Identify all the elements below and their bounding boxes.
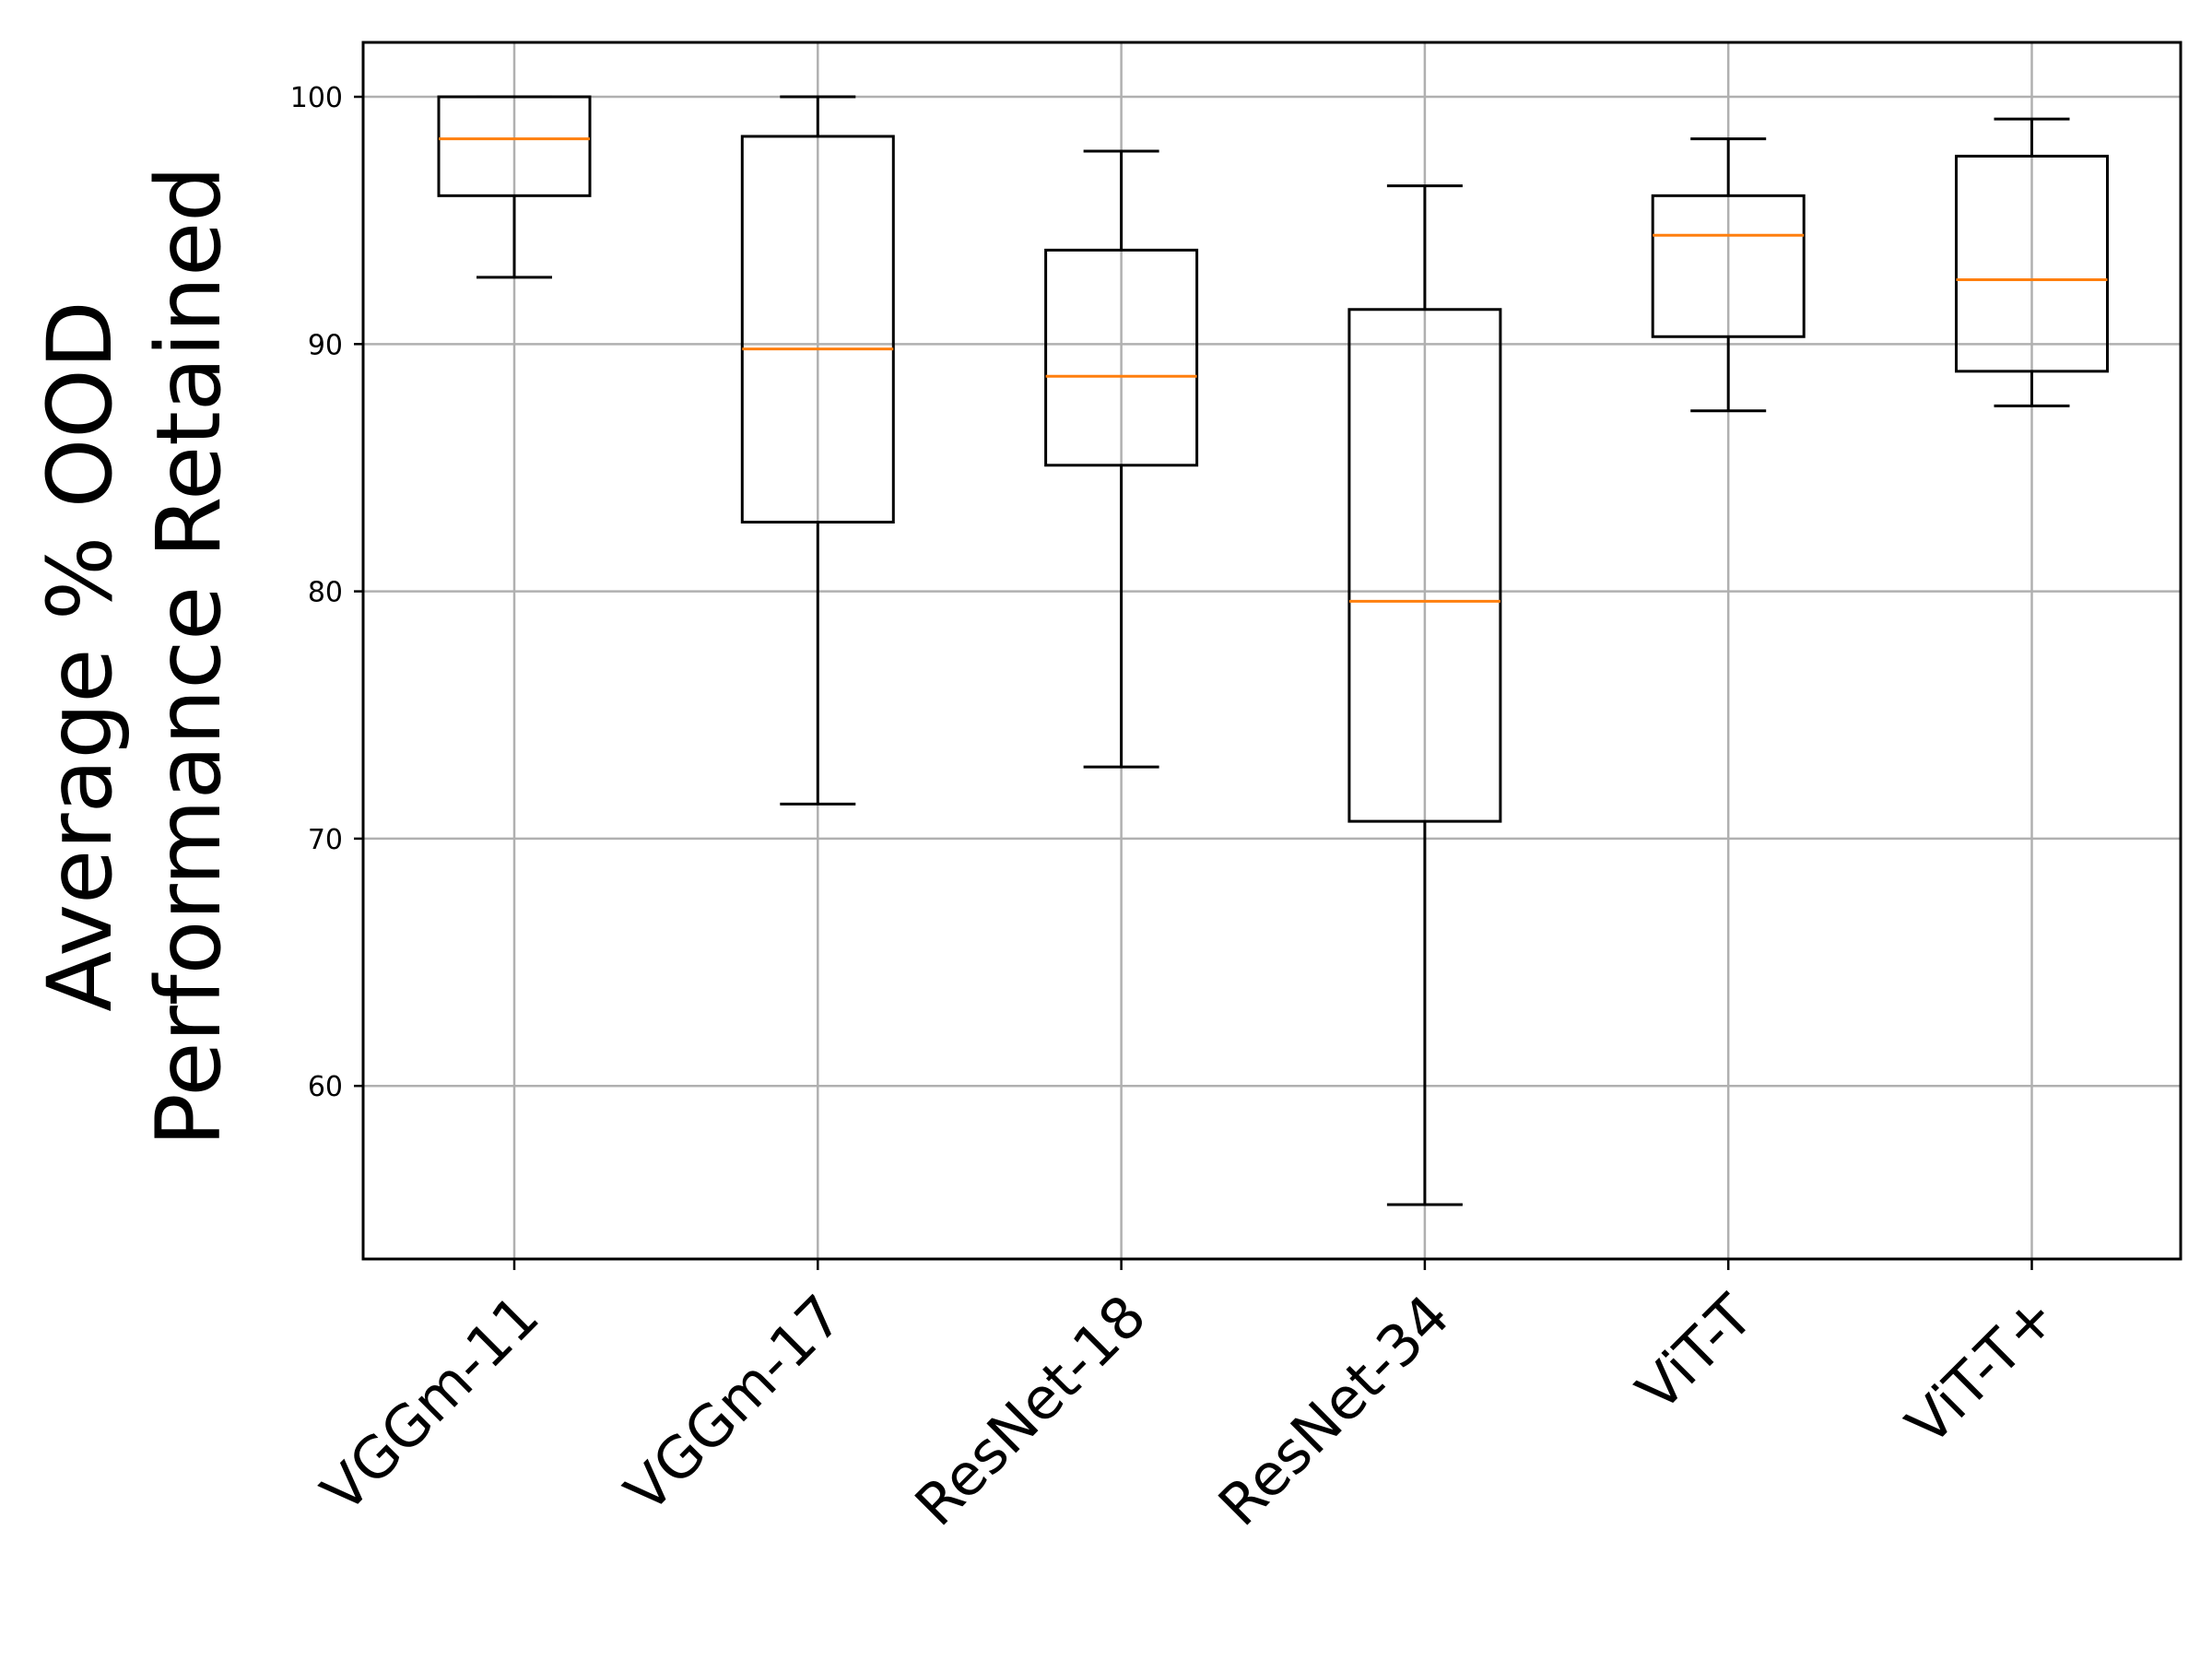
iqr-box bbox=[437, 95, 592, 197]
x-axis-ticks: VGGm-11 VGGm-17 ResNet-18 ResNet-34 ViT-T ViT… bbox=[309, 1259, 2069, 1538]
y-axis-ticks: 60 70 80 90 100 bbox=[290, 82, 363, 1103]
box-group bbox=[1651, 137, 1806, 413]
x-category-label: ViT-T+ bbox=[1893, 1282, 2069, 1458]
box-layer bbox=[437, 95, 2109, 1206]
box-group bbox=[740, 95, 895, 806]
y-tick-label: 80 bbox=[308, 577, 343, 609]
x-category-label: ViT-T bbox=[1624, 1281, 1767, 1424]
y-tick-label: 60 bbox=[308, 1071, 343, 1103]
box-group bbox=[1955, 117, 2109, 407]
y-tick-label: 70 bbox=[308, 824, 343, 856]
iqr-box bbox=[1044, 248, 1199, 467]
box-group bbox=[1044, 149, 1199, 769]
x-category-label: VGGm-11 bbox=[309, 1282, 552, 1525]
box-group bbox=[437, 95, 592, 279]
x-category-label: ResNet-34 bbox=[1206, 1282, 1462, 1538]
iqr-box bbox=[1955, 154, 2109, 373]
x-category-label: VGGm-17 bbox=[612, 1282, 855, 1525]
y-tick-label: 100 bbox=[290, 82, 343, 114]
box-group bbox=[1347, 184, 1502, 1206]
x-category-label: ResNet-18 bbox=[902, 1282, 1159, 1538]
iqr-box bbox=[1347, 308, 1502, 823]
y-axis-title-line2: Performance Retained bbox=[137, 166, 241, 1147]
y-axis-title-line1: Average % OOD bbox=[29, 300, 132, 1012]
y-tick-label: 90 bbox=[308, 329, 343, 361]
iqr-box bbox=[740, 135, 895, 524]
grid-layer bbox=[363, 42, 2181, 1259]
iqr-box bbox=[1651, 194, 1806, 338]
plot-frame bbox=[361, 41, 2183, 1261]
